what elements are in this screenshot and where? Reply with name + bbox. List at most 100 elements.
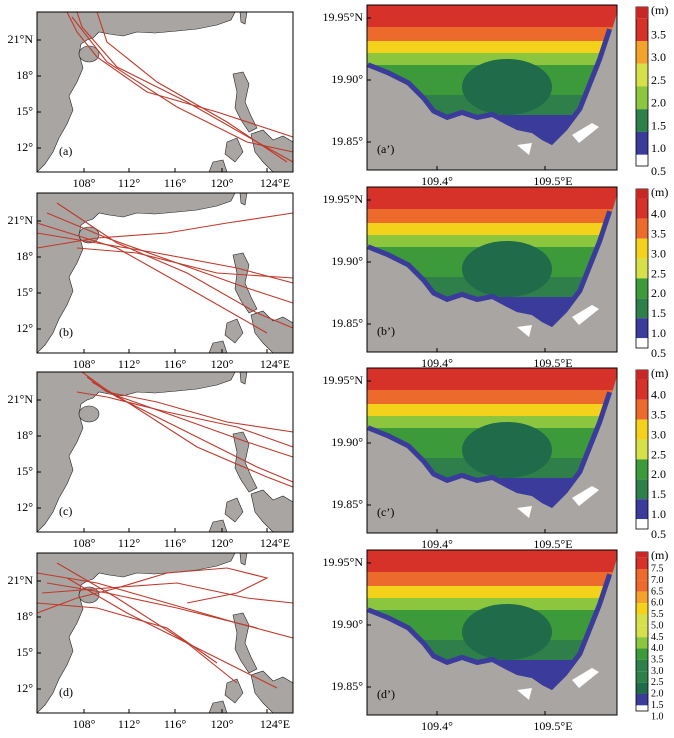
colorbar-label: 1.5 <box>651 118 666 132</box>
panel-label: (a’) <box>377 142 394 156</box>
x-tick-label: 116° <box>164 176 187 190</box>
panel-label: (d’) <box>377 687 395 701</box>
colorbar-segment <box>636 637 648 649</box>
wave-height-field <box>367 5 617 170</box>
y-tick-label: 19.85° <box>331 134 363 148</box>
colorbar-segment <box>636 198 648 219</box>
colorbar-label: 3.0 <box>651 666 664 677</box>
storm-track <box>41 582 294 604</box>
colorbar-segment <box>636 318 648 339</box>
storm-track <box>76 247 294 279</box>
map-panel <box>367 5 617 170</box>
colorbar-unit: (m) <box>651 548 668 562</box>
y-tick-label: 19.85° <box>331 679 363 693</box>
wave-height-field <box>367 187 617 352</box>
colorbar-segment <box>636 218 648 239</box>
x-tick-label: 112° <box>118 357 141 371</box>
storm-track <box>66 577 278 689</box>
land <box>37 553 293 713</box>
colorbar-segment <box>636 238 648 259</box>
x-tick-label: 112° <box>118 536 141 550</box>
panel-frame <box>366 4 618 171</box>
colorbar-label: 5.5 <box>651 609 664 620</box>
panel-frame <box>36 192 294 354</box>
panel-frame <box>366 186 618 353</box>
colorbar-segment <box>636 419 648 440</box>
y-tick-label: 12° <box>16 140 33 154</box>
y-tick-label: 19.95°N <box>323 555 364 569</box>
colorbar-label: 0.5 <box>651 346 666 360</box>
colorbar-unit: (m) <box>651 185 668 199</box>
y-tick-label: 15° <box>16 285 33 299</box>
x-tick-label: 109.5°E <box>533 537 572 551</box>
y-tick-label: 18° <box>16 249 33 263</box>
x-tick-label: 124°E <box>260 536 290 550</box>
x-tick-label: 109.5°E <box>533 174 572 188</box>
colorbar-segment <box>636 41 648 64</box>
panel-label: (c) <box>59 504 72 518</box>
panel-label: (c’) <box>377 505 394 519</box>
colorbar-segment <box>636 86 648 110</box>
y-tick-label: 15° <box>16 464 33 478</box>
panel-label: (b) <box>59 325 73 339</box>
map-panel <box>37 371 293 532</box>
colorbar-top <box>636 7 648 19</box>
colorbar-label: 3.5 <box>651 408 666 422</box>
colorbar-label: 3.5 <box>651 227 666 241</box>
storm-track <box>36 222 268 334</box>
colorbar-label: 1.0 <box>651 507 666 521</box>
y-tick-label: 15° <box>16 104 33 118</box>
colorbar-segment <box>636 591 648 604</box>
panel-frame <box>36 11 294 173</box>
colorbar-label: 3.5 <box>651 27 666 41</box>
y-tick-label: 12° <box>16 321 33 335</box>
x-tick-label: 109.4° <box>421 174 453 188</box>
panel-frame <box>36 371 294 533</box>
colorbar-segment <box>636 671 648 683</box>
y-tick-label: 19.95°N <box>323 192 364 206</box>
colorbar-label: 1.5 <box>651 700 664 711</box>
y-tick-label: 18° <box>16 428 33 442</box>
colorbar-label: 2.0 <box>651 96 666 110</box>
y-tick-label: 18° <box>16 68 33 82</box>
colorbar-segment <box>636 693 648 706</box>
colorbar-segment <box>636 298 648 319</box>
colorbar-label: 4.0 <box>651 207 666 221</box>
colorbar-segment <box>636 614 648 626</box>
colorbar-segment <box>636 479 648 500</box>
x-tick-label: 109.5°E <box>533 719 572 733</box>
colorbar-segment <box>636 278 648 299</box>
colorbar-label: 6.0 <box>651 598 664 609</box>
colorbar-segment <box>636 109 648 132</box>
storm-track <box>56 562 238 684</box>
colorbar-segment <box>636 569 648 581</box>
y-tick-label: 19.90° <box>331 72 363 86</box>
colorbar-label: 6.5 <box>651 586 664 597</box>
y-tick-label: 21°N <box>8 573 34 587</box>
y-tick-label: 18° <box>16 609 33 623</box>
x-tick-label: 108° <box>73 176 96 190</box>
storm-track <box>46 212 294 304</box>
y-tick-label: 21°N <box>8 213 34 227</box>
x-tick-label: 109.4° <box>421 719 453 733</box>
colorbar-label: 1.0 <box>651 326 666 340</box>
map-panel <box>37 193 293 353</box>
x-tick-label: 124°E <box>260 357 290 371</box>
storm-track <box>96 11 288 163</box>
colorbar-segment <box>636 459 648 480</box>
y-tick-label: 21°N <box>8 392 34 406</box>
wave-height-field <box>367 368 617 533</box>
map-panel <box>367 368 617 533</box>
x-tick-label: 120° <box>211 536 234 550</box>
y-tick-label: 19.95°N <box>323 10 364 24</box>
colorbar-label: 2.5 <box>651 447 666 461</box>
x-tick-label: 108° <box>73 357 96 371</box>
y-tick-label: 19.90° <box>331 435 363 449</box>
map-panel <box>367 187 617 352</box>
colorbar-label: 5.0 <box>651 620 664 631</box>
colorbar-label: 7.0 <box>651 575 664 586</box>
colorbar-unit: (m) <box>651 3 668 17</box>
colorbar-segment <box>636 682 648 694</box>
panel-frame <box>366 549 618 716</box>
